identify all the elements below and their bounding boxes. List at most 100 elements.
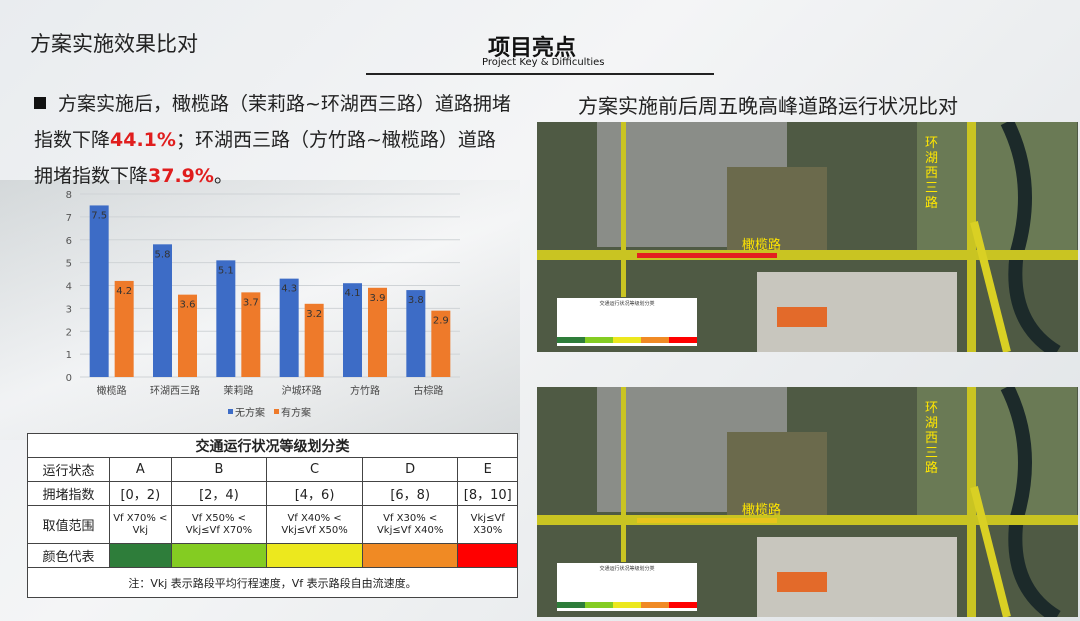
road-label: 环湖西三路	[925, 136, 939, 211]
data-label: 2.9	[433, 316, 449, 327]
map-legend-swatch	[669, 602, 697, 608]
y-tick-label: 5	[66, 259, 72, 270]
data-label: 4.1	[345, 288, 361, 299]
y-tick-label: 6	[66, 236, 72, 247]
table-cell: [6，8)	[361, 481, 459, 506]
map-legend-swatch	[585, 602, 613, 608]
table-cell: Vf X40% < Vkj≤Vf X50%	[266, 505, 363, 544]
color-swatch	[266, 543, 363, 568]
data-label: 3.6	[180, 300, 196, 311]
bar-without-plan	[279, 278, 299, 377]
map-after: 橄榄路 环湖西三路 交通运行状况等级划分类	[537, 387, 1078, 617]
map-legend: 交通运行状况等级划分类	[557, 563, 697, 611]
map-before: 橄榄路 环湖西三路 交通运行状况等级划分类	[537, 122, 1078, 352]
data-label: 5.8	[155, 249, 171, 260]
table-cell: D	[361, 457, 459, 482]
color-swatch	[361, 543, 459, 568]
y-tick-label: 4	[66, 282, 72, 293]
bullet-icon	[34, 97, 46, 109]
road-label: 橄榄路	[742, 503, 782, 518]
table-row: 拥堵指数 [0，2) [2，4) [4，6) [6，8) [8，10]	[27, 481, 518, 506]
bullet-text: 方案实施后，橄榄路（茉莉路~环湖西三路）道路拥堵指数下降	[34, 93, 511, 151]
highlight-value: 37.9%	[148, 165, 214, 187]
table-cell: 运行状态	[27, 457, 110, 482]
bar-without-plan	[153, 244, 172, 377]
table-row: 运行状态 A B C D E	[27, 457, 518, 482]
header-divider	[366, 73, 714, 75]
table-row: 取值范围 Vf X70% < Vkj Vf X50% < Vkj≤Vf X70% Vf…	[27, 505, 518, 544]
table-cell: [2，4)	[170, 481, 268, 506]
road-label: 橄榄路	[742, 238, 782, 253]
color-swatch	[457, 543, 518, 568]
table-cell: [4，6)	[266, 481, 363, 506]
table-cell: E	[457, 457, 518, 482]
x-tick-label: 方竹路	[350, 384, 380, 397]
table-cell: B	[170, 457, 268, 482]
section-title: 方案实施效果比对	[30, 32, 198, 56]
map-legend-swatch	[641, 337, 669, 343]
color-swatch	[170, 543, 268, 568]
table-cell: [0，2)	[109, 481, 172, 506]
table-cell: 拥堵指数	[27, 481, 110, 506]
x-tick-label: 环湖西三路	[150, 384, 200, 397]
road-label: 环湖西三路	[925, 401, 939, 476]
map-legend-swatch	[557, 602, 585, 608]
table-cell: A	[109, 457, 172, 482]
data-label: 3.2	[306, 309, 322, 320]
table-cell: C	[266, 457, 363, 482]
y-tick-label: 0	[66, 373, 72, 384]
table-cell: 颜色代表	[27, 543, 110, 568]
map-legend-title: 交通运行状况等级划分类	[599, 301, 655, 307]
bar-with-plan	[114, 280, 134, 377]
y-tick-label: 7	[66, 213, 72, 224]
bar-with-plan	[304, 303, 324, 377]
map-legend-swatch	[641, 602, 669, 608]
table-cell: [8，10]	[457, 481, 518, 506]
map-title: 方案实施前后周五晚高峰道路运行状况比对	[578, 94, 958, 118]
data-label: 4.3	[281, 284, 297, 295]
x-tick-label: 沪城环路	[282, 384, 322, 397]
x-tick-label: 古棕路	[413, 384, 443, 397]
table-cell: Vf X70% < Vkj	[109, 505, 172, 544]
map-legend-swatch	[613, 337, 641, 343]
table-title: 交通运行状况等级划分类	[27, 433, 518, 458]
table-cell: Vf X50% < Vkj≤Vf X70%	[170, 505, 268, 544]
table-note: 注：Vkj 表示路段平均行程速度，Vf 表示路段自由流速度。	[27, 567, 518, 598]
color-swatch	[109, 543, 172, 568]
bar-without-plan	[89, 205, 109, 377]
bullet-text: ；环湖西三路（方竹路~橄榄路）道路拥堵指数下降	[34, 129, 496, 187]
page-title: 项目亮点	[488, 36, 577, 61]
map-legend: 交通运行状况等级划分类	[557, 298, 697, 346]
legend-label: 无方案	[235, 406, 265, 419]
map-legend-title: 交通运行状况等级划分类	[599, 566, 655, 572]
bar-with-plan	[178, 294, 197, 377]
satellite-map	[537, 387, 1078, 617]
page-subtitle: Project Key & Difficulties	[482, 57, 605, 68]
y-tick-label: 3	[66, 304, 72, 315]
data-label: 3.8	[408, 295, 424, 306]
bar-without-plan	[406, 290, 426, 377]
bar-with-plan	[431, 310, 451, 377]
bar-without-plan	[216, 260, 236, 377]
y-tick-label: 8	[66, 190, 72, 201]
y-tick-label: 1	[66, 350, 72, 361]
data-label: 3.7	[243, 297, 259, 308]
level-table: 交通运行状况等级划分类 运行状态 A B C D E 拥堵指数 [0，2) [2，4) [4，6…	[27, 433, 518, 598]
bar-with-plan	[241, 292, 261, 377]
x-tick-label: 茉莉路	[223, 384, 253, 397]
map-legend-swatch	[669, 337, 697, 343]
table-cell: Vf X30% < Vkj≤Vf X40%	[361, 505, 459, 544]
map-legend-swatch	[557, 337, 585, 343]
legend-swatch	[228, 409, 233, 414]
data-label: 5.1	[218, 265, 234, 276]
data-label: 3.9	[370, 293, 386, 304]
data-label: 4.2	[116, 286, 132, 297]
map-legend-swatch	[585, 337, 613, 343]
bar-without-plan	[343, 283, 362, 377]
satellite-map	[537, 122, 1078, 352]
x-tick-label: 橄榄路	[97, 384, 127, 397]
bar-with-plan	[368, 287, 387, 377]
table-cell: 取值范围	[27, 505, 110, 544]
bar-chart: 0 1 2 3 4 5 6 7 8 7.5 4.2 橄榄路 5.8 3.6 环湖西三路 5.1 3.7 茉莉路 4.…	[66, 190, 460, 419]
legend-label: 有方案	[281, 406, 311, 419]
